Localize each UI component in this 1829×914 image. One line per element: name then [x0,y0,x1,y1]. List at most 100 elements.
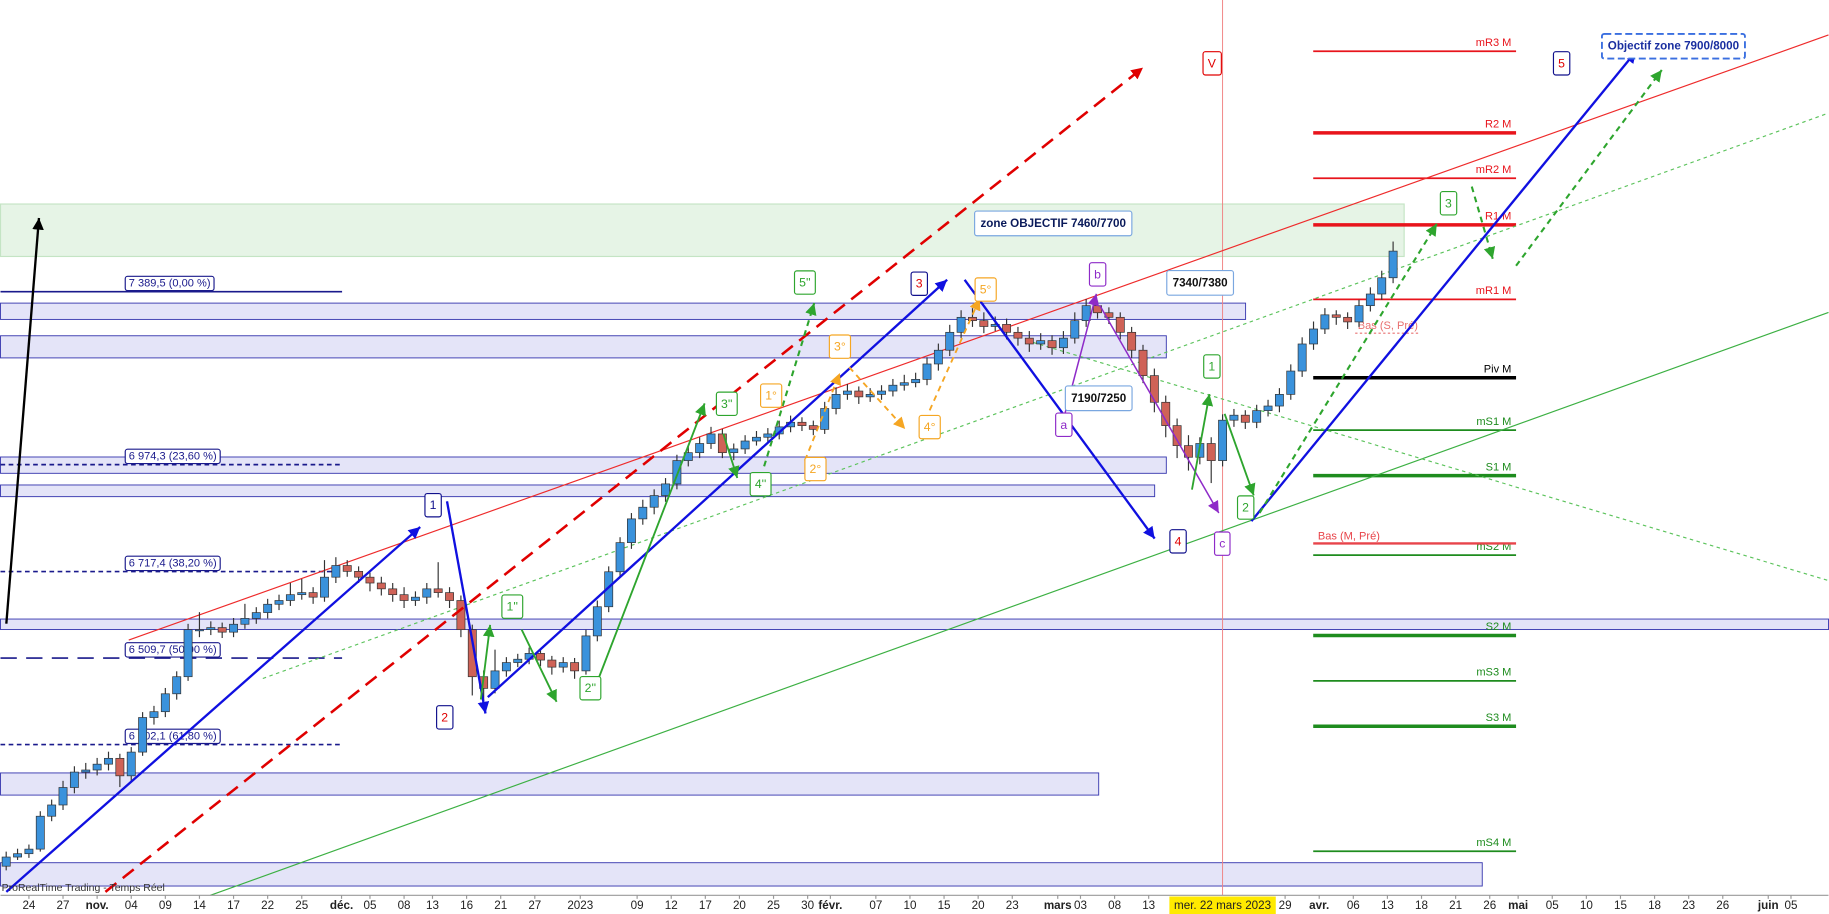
zones [0,203,1829,887]
label-box [1202,51,1222,76]
annotation: 2 [441,710,448,724]
label-box [1601,32,1746,60]
x-tick-label: 09 [159,899,172,912]
candle-body [263,603,273,613]
arrow [963,279,1156,540]
candle-body [297,592,307,596]
x-tick-label: 26 [1716,899,1729,912]
label-box [974,210,1133,237]
pivot-label: R2 M [1485,119,1511,131]
candle-body [92,763,102,771]
x-tick-label: avr. [1309,899,1329,912]
candle-body [1024,337,1034,345]
fibonacci-label: 6 509,7 (50,00 %) [129,644,217,656]
x-tick-label: mars [1044,899,1072,912]
candle-body [933,349,943,365]
candle-body [467,629,477,678]
label-box [1552,51,1571,76]
pivot-label: S2 M [1486,621,1512,633]
candles [1,241,1398,871]
pivot-label: mS4 M [1476,837,1511,849]
candle-body [285,594,295,601]
x-tick-label: 29 [1279,899,1292,912]
x-tick-label: 05 [1785,899,1798,912]
candle-body [411,596,420,601]
candle-body [865,394,875,398]
sr-zone [0,618,1829,631]
pivot-label: Piv M [1484,363,1512,375]
candle-body [1172,425,1182,446]
candle-body [842,390,852,395]
candle-body [661,483,670,496]
pivot-label: mR2 M [1476,164,1512,176]
annotation: 1'' [507,600,518,614]
annotation: 5'' [799,276,810,290]
x-tick-label: 23 [1682,899,1695,912]
annotation: 5° [980,283,992,297]
sr-zone [0,772,1100,796]
arrow [479,624,495,700]
candle-body [899,382,909,386]
x-tick-label: 17 [699,899,712,912]
x-tick-label: 25 [295,899,308,912]
x-tick-label: nov. [86,899,109,912]
x-tick-label: 27 [57,899,70,912]
x-tick-label: 10 [1580,899,1593,912]
arrow [1250,50,1638,522]
candle-body [729,448,739,454]
fibonacci-label: 7 389,5 (0,00 %) [129,277,211,289]
candle-body [1218,419,1228,461]
candle-body [1058,337,1068,349]
label-box [436,705,454,730]
candle-body [547,659,557,668]
candle-body [558,662,568,668]
candle-body [1206,443,1216,461]
x-tick-label: 25 [767,899,780,912]
annotation: 1 [1208,359,1215,373]
x-tick-label: 13 [1381,899,1394,912]
arrow [722,433,740,479]
candle-body [1252,410,1262,423]
candle-body [445,592,454,601]
candle-body [888,384,898,392]
label-box [124,448,221,465]
annotation: a [1060,418,1067,432]
candle-body [149,711,159,718]
candle-body [956,316,966,333]
trend-line [210,311,1829,896]
candle-body [1274,394,1284,407]
candle-body [1081,305,1091,322]
x-tick-label: 10 [903,899,916,912]
candle-body [1297,343,1307,372]
x-tick-label: 21 [1449,899,1462,912]
label-box [124,555,221,572]
arrows [5,50,1663,893]
candle-body [911,379,921,384]
label-box [124,642,221,658]
candle-body [422,588,432,598]
candle-body [604,571,614,608]
candle-body [24,848,34,855]
label-box [1236,495,1255,520]
x-tick-label: 03 [1074,899,1087,912]
sr-zone [0,862,1483,887]
candle-body [354,571,364,578]
previous-low-label: Bas (S, Pré) [1358,320,1418,332]
candle-body [126,751,136,777]
label-box [1088,262,1107,287]
candle-body [649,495,659,508]
candle-body [763,433,773,438]
candle-body [706,433,716,444]
label-box [804,456,827,482]
label-box [828,334,852,359]
candle-body [217,627,227,633]
candle-body [945,331,955,351]
annotation: Objectif zone 7900/8000 [1608,40,1739,53]
annotation: b [1094,267,1101,281]
candle-body [1184,445,1193,458]
candle-body [1115,316,1125,333]
candle-body [274,600,284,605]
x-tick-label: 18 [1648,899,1661,912]
x-tick-label: 20 [972,899,985,912]
pivot-label: mR1 M [1476,285,1512,297]
